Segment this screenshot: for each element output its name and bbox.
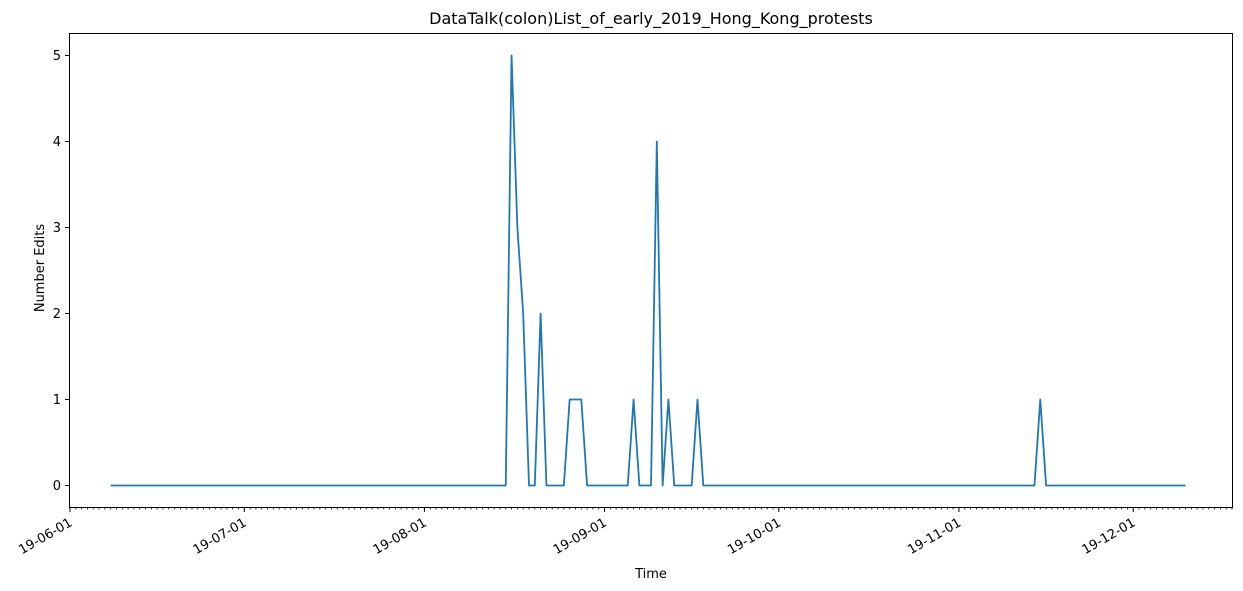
plot-frame xyxy=(69,33,1233,508)
x-tick-label: 19-07-01 xyxy=(191,515,250,557)
x-tick-label: 19-09-01 xyxy=(551,515,610,557)
x-tick-label: 19-12-01 xyxy=(1080,515,1139,557)
y-tick-label: 5 xyxy=(53,49,61,64)
series-line xyxy=(110,54,1186,487)
x-axis: 19-06-01 19-07-01 19-08-01 19-09-01 19-10-01… xyxy=(16,507,1233,558)
y-tick-label: 4 xyxy=(53,135,61,150)
y-axis-label: Number Edits xyxy=(33,224,48,313)
y-tick-label: 0 xyxy=(53,479,61,494)
x-tick-label: 19-11-01 xyxy=(905,515,964,557)
x-tick-label: 19-08-01 xyxy=(371,515,430,557)
x-axis-label: Time xyxy=(634,567,667,582)
chart-title: DataTalk(colon)List_of_early_2019_Hong_K… xyxy=(429,9,873,29)
x-tick-label: 19-10-01 xyxy=(725,515,784,557)
y-axis: 0 1 2 3 4 5 xyxy=(53,49,70,494)
series-group xyxy=(110,54,1186,487)
x-tick-label: 19-06-01 xyxy=(16,515,75,557)
y-tick-label: 3 xyxy=(53,221,61,236)
y-tick-label: 2 xyxy=(53,307,61,322)
y-tick-label: 1 xyxy=(53,393,61,408)
